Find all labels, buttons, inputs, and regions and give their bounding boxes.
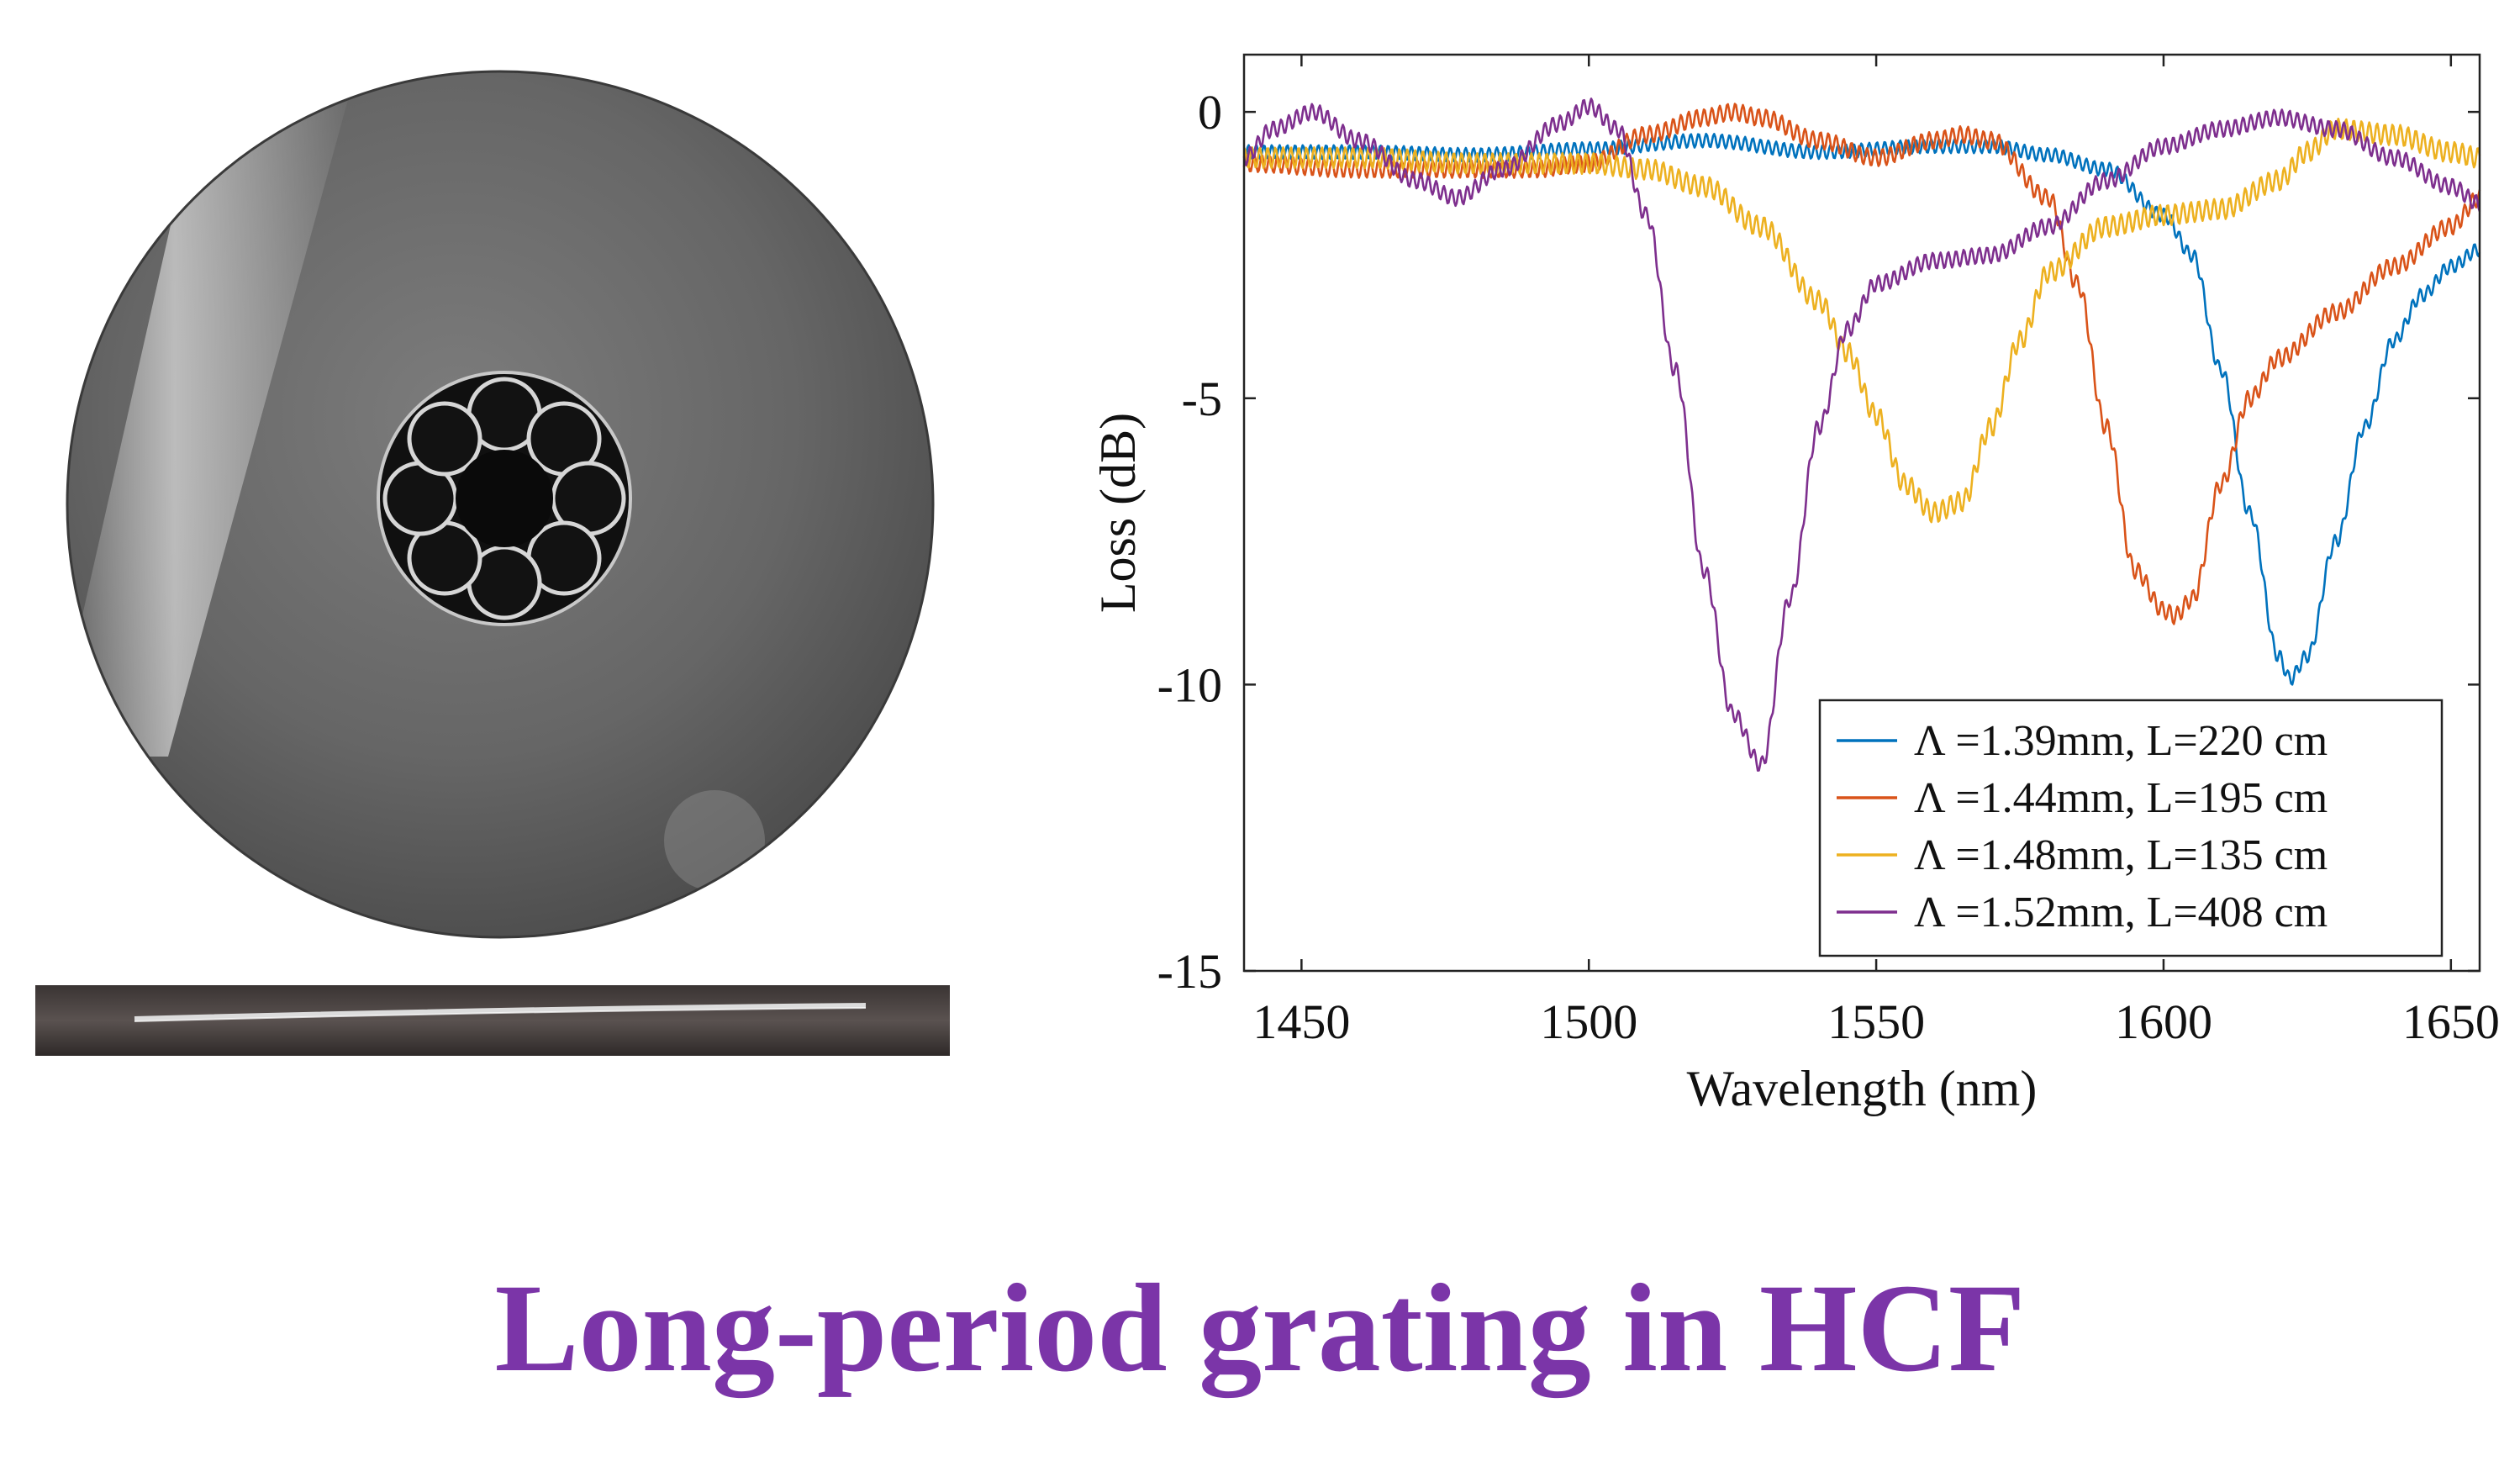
y-tick-label: -10	[1157, 657, 1222, 712]
ticks-layer: 1450 1500 1550 1600 1650 0 -5 -10 -15	[1157, 55, 2500, 1049]
x-tick-label: 1550	[1827, 994, 1925, 1049]
series-line-3	[1242, 118, 2481, 524]
figure-caption: Long-period grating in HCF	[494, 1258, 2026, 1398]
legend-entry: Λ =1.52mm, L=408 cm	[1837, 889, 2328, 936]
legend-label: Λ =1.52mm, L=408 cm	[1914, 889, 2328, 936]
y-axis-title: Loss (dB)	[1090, 413, 1146, 613]
legend-entry: Λ =1.48mm, L=135 cm	[1837, 831, 2328, 879]
series-line-1	[1243, 132, 2481, 686]
y-tick-label: -15	[1157, 944, 1222, 999]
series-layer	[1242, 98, 2481, 772]
legend: Λ =1.39mm, L=220 cm Λ =1.44mm, L=195 cm …	[1818, 699, 2444, 957]
legend-box	[1818, 699, 2444, 957]
x-tick-label: 1650	[2402, 994, 2500, 1049]
legend-entry: Λ =1.39mm, L=220 cm	[1837, 717, 2328, 765]
x-tick-label: 1500	[1540, 994, 1637, 1049]
series-line-2	[1242, 103, 2481, 625]
y-tick-label: 0	[1198, 85, 1222, 140]
fiber-side-view-image	[35, 985, 950, 1056]
x-tick-label: 1450	[1252, 994, 1350, 1049]
plot-frame	[1242, 53, 2481, 973]
legend-label: Λ =1.44mm, L=195 cm	[1914, 774, 2328, 822]
legend-label: Λ =1.48mm, L=135 cm	[1914, 831, 2328, 879]
loss-spectrum-chart: 1450 1500 1550 1600 1650 0 -5 -10 -15 Wavelength…	[1090, 53, 2500, 1116]
legend-entry: Λ =1.44mm, L=195 cm	[1837, 774, 2328, 822]
series-line-4	[1242, 98, 2481, 772]
x-tick-label: 1600	[2115, 994, 2212, 1049]
fiber-cross-section-image	[66, 70, 935, 939]
x-axis-title: Wavelength (nm)	[1687, 1061, 2038, 1116]
legend-label: Λ =1.39mm, L=220 cm	[1914, 717, 2328, 765]
y-tick-label: -5	[1182, 372, 1222, 426]
fiber-figure	[35, 70, 950, 1056]
